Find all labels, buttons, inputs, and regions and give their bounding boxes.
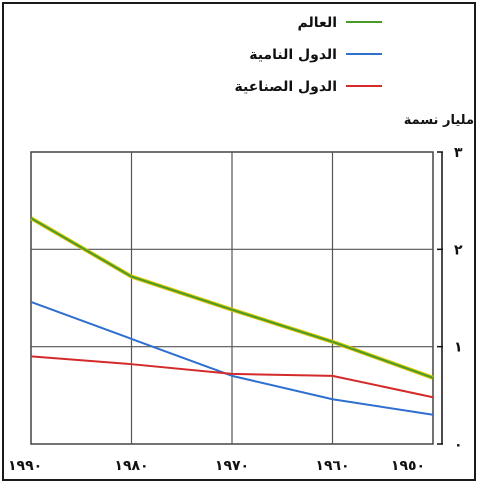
legend-item: الدول الصناعية — [235, 79, 382, 95]
x-tick-label: ١٩٩٠ — [8, 458, 42, 474]
legend-label: الدول الصناعية — [235, 79, 337, 95]
y-axis: ٠ ١ ٢ ٣ — [437, 145, 463, 453]
chart-frame: العالم الدول النامية الدول الصناعية مليار … — [2, 2, 476, 481]
series-2 — [30, 300, 434, 416]
y-axis-title: مليار نسمة — [404, 113, 474, 128]
x-tick-label: ١٩٧٠ — [215, 458, 249, 474]
series-3 — [30, 355, 434, 399]
series-lines — [29, 216, 434, 416]
legend-item: الدول النامية — [249, 47, 382, 63]
x-tick-label: ١٩٨٠ — [114, 458, 148, 474]
legend: العالم الدول النامية الدول الصناعية — [235, 15, 382, 95]
y-tick-label: ٣ — [454, 145, 463, 161]
y-tick-label: ٠ — [454, 437, 463, 453]
grid — [31, 152, 433, 444]
line-chart: العالم الدول النامية الدول الصناعية مليار … — [8, 15, 474, 474]
series-1 — [29, 216, 434, 380]
series-line — [30, 300, 434, 416]
legend-label: العالم — [298, 15, 337, 31]
y-tick-label: ٢ — [454, 242, 463, 258]
x-tick-label: ١٩٦٠ — [315, 458, 349, 474]
y-tick-label: ١ — [454, 340, 463, 356]
x-tick-label: ١٩٥٠ — [391, 458, 425, 474]
x-axis: ١٩٥٠ ١٩٦٠ ١٩٧٠ ١٩٨٠ ١٩٩٠ — [8, 458, 425, 474]
legend-item: العالم — [298, 15, 382, 31]
legend-label: الدول النامية — [249, 47, 337, 63]
series-line — [30, 355, 434, 399]
series-line — [30, 217, 434, 379]
